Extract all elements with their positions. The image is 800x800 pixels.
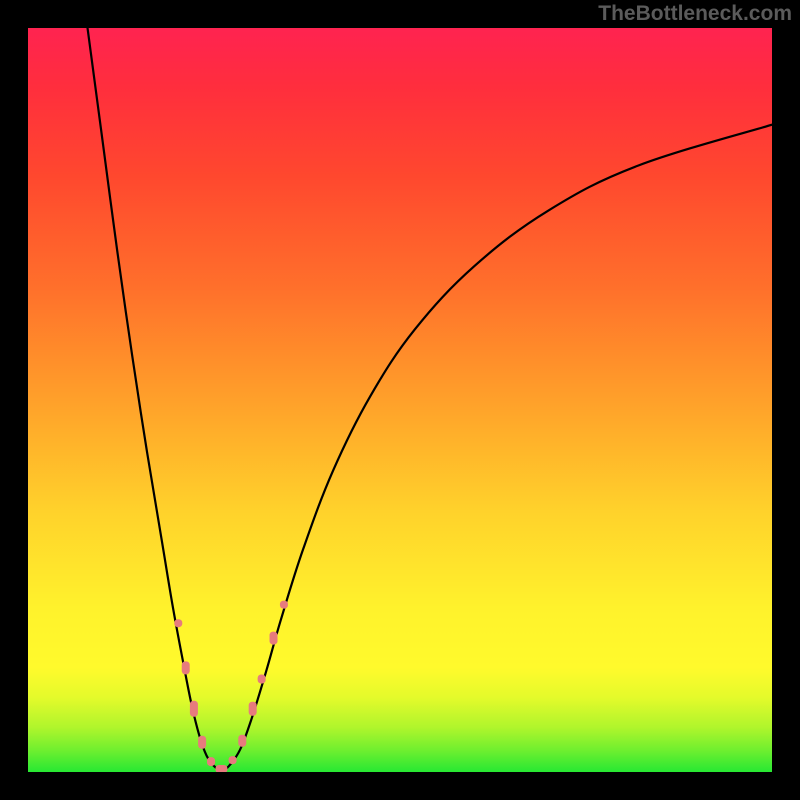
chart-root: TheBottleneck.com <box>0 0 800 800</box>
marker-group <box>174 601 288 772</box>
v-curve-path <box>88 28 772 771</box>
data-marker <box>249 702 257 716</box>
data-marker <box>270 632 278 645</box>
data-marker <box>198 736 206 749</box>
curve-layer <box>28 28 772 772</box>
data-marker <box>190 701 198 717</box>
data-marker <box>238 735 246 747</box>
data-marker <box>215 765 227 772</box>
data-marker <box>182 661 190 674</box>
data-marker <box>174 619 182 627</box>
data-marker <box>280 601 288 609</box>
data-marker <box>207 757 215 766</box>
plot-area <box>28 28 772 772</box>
attribution-text: TheBottleneck.com <box>598 2 792 26</box>
data-marker <box>258 675 266 684</box>
data-marker <box>229 756 237 764</box>
